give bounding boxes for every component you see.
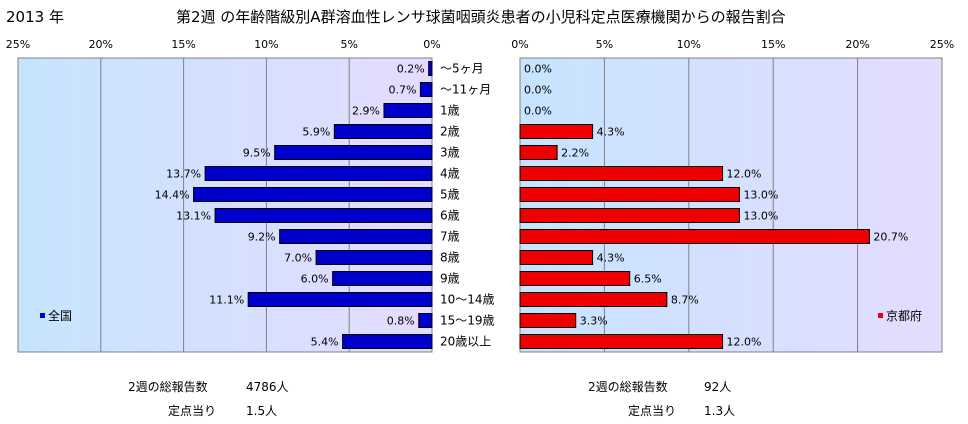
left-bar-value-label: 9.5% (243, 147, 271, 160)
category-label: 6歳 (440, 209, 460, 223)
right-per-label: 定点当り (628, 404, 677, 418)
left-bar (418, 313, 433, 328)
left-x-tick-label: 10% (254, 38, 278, 51)
category-label: 15～19歳 (440, 314, 495, 328)
left-bar (383, 103, 433, 118)
left-x-tick-label: 0% (423, 38, 440, 51)
left-bar (274, 145, 433, 160)
right-bar (519, 292, 668, 307)
right-total-value: 92人 (704, 380, 732, 394)
right-legend-swatch (878, 313, 883, 318)
left-legend-swatch (40, 313, 45, 318)
left-bar-value-label: 2.9% (352, 105, 380, 118)
right-bar-value-label: 3.3% (580, 315, 608, 328)
right-per-value: 1.3人 (704, 404, 736, 418)
left-bar (204, 166, 433, 181)
left-bar-value-label: 0.2% (397, 63, 425, 76)
left-bar-value-label: 14.4% (155, 189, 190, 202)
right-bar-value-label: 0.0% (524, 105, 552, 118)
left-bar (342, 334, 433, 349)
left-bar (193, 187, 433, 202)
left-bar-value-label: 5.9% (302, 126, 330, 139)
right-bar (519, 229, 870, 244)
left-bar-value-label: 9.2% (248, 231, 276, 244)
left-bar (247, 292, 433, 307)
right-bar (519, 271, 631, 286)
right-bar-value-label: 20.7% (873, 231, 908, 244)
category-label: 2歳 (440, 125, 460, 139)
left-bar-value-label: 7.0% (284, 252, 312, 265)
left-bar-value-label: 5.4% (311, 336, 339, 349)
right-bar (519, 250, 594, 265)
left-x-tick-label: 15% (171, 38, 195, 51)
left-bar (279, 229, 433, 244)
category-label: ～5ヶ月 (440, 62, 484, 76)
category-label: 20歳以上 (440, 335, 491, 349)
left-bar (428, 61, 433, 76)
category-label: 9歳 (440, 272, 460, 286)
left-bar-value-label: 11.1% (209, 294, 244, 307)
left-bar (214, 208, 433, 223)
left-bar-value-label: 6.0% (301, 273, 329, 286)
right-bar (519, 208, 740, 223)
right-x-tick-label: 25% (930, 38, 954, 51)
right-bar (519, 187, 740, 202)
right-bar-value-label: 12.0% (727, 336, 762, 349)
left-legend-label: 全国 (48, 308, 72, 323)
chart-year: 2013 年 (6, 8, 64, 26)
right-bar (519, 124, 594, 139)
right-bar-value-label: 4.3% (597, 252, 625, 265)
right-bar-value-label: 12.0% (727, 168, 762, 181)
left-bar-value-label: 13.1% (176, 210, 211, 223)
category-label: 7歳 (440, 230, 460, 244)
right-bar (519, 313, 577, 328)
right-bar-value-label: 8.7% (671, 294, 699, 307)
right-x-tick-label: 0% (511, 38, 528, 51)
right-x-tick-label: 20% (845, 38, 869, 51)
left-bar (315, 250, 433, 265)
left-bar-value-label: 0.8% (387, 315, 415, 328)
left-plot-area (17, 57, 433, 353)
right-bar-value-label: 4.3% (597, 126, 625, 139)
left-x-tick-label: 5% (340, 38, 357, 51)
right-bar (519, 145, 558, 160)
category-label: 3歳 (440, 146, 460, 160)
right-legend-label: 京都府 (886, 308, 922, 323)
left-per-value: 1.5人 (246, 404, 278, 418)
left-bar (332, 271, 433, 286)
category-label: 1歳 (440, 104, 460, 118)
right-x-tick-label: 15% (761, 38, 785, 51)
left-bar (333, 124, 433, 139)
right-bar-value-label: 13.0% (743, 210, 778, 223)
right-plot-area (519, 57, 943, 353)
right-bar-value-label: 6.5% (634, 273, 662, 286)
category-label: 4歳 (440, 167, 460, 181)
right-total-label: 2週の総報告数 (588, 380, 668, 394)
left-x-tick-label: 20% (89, 38, 113, 51)
left-bar-value-label: 13.7% (166, 168, 201, 181)
chart-title: 第2週 の年齢階級別A群溶血性レンサ球菌咽頭炎患者の小児科定点医療機関からの報告… (176, 8, 786, 26)
right-bar-value-label: 0.0% (524, 84, 552, 97)
left-total-value: 4786人 (246, 380, 289, 394)
right-bar-value-label: 2.2% (561, 147, 589, 160)
right-bar (519, 166, 724, 181)
right-bar-value-label: 0.0% (524, 63, 552, 76)
right-x-tick-label: 10% (677, 38, 701, 51)
right-x-tick-label: 5% (596, 38, 613, 51)
left-total-label: 2週の総報告数 (128, 380, 208, 394)
category-label: 8歳 (440, 251, 460, 265)
category-label: ～11ヶ月 (440, 83, 491, 97)
right-bar (519, 334, 724, 349)
right-bar-value-label: 13.0% (743, 189, 778, 202)
left-bar-value-label: 0.7% (388, 84, 416, 97)
left-x-tick-label: 25% (6, 38, 30, 51)
category-label: 5歳 (440, 188, 460, 202)
category-label: 10～14歳 (440, 293, 495, 307)
left-bar (419, 82, 433, 97)
left-per-label: 定点当り (168, 404, 217, 418)
